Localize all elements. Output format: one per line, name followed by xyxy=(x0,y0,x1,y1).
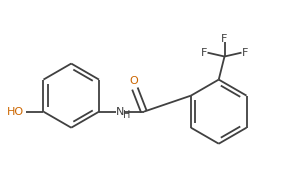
Text: O: O xyxy=(129,76,138,85)
Text: HO: HO xyxy=(7,107,24,117)
Text: F: F xyxy=(242,48,248,58)
Text: N: N xyxy=(116,107,124,117)
Text: F: F xyxy=(221,34,228,44)
Text: H: H xyxy=(123,110,131,121)
Text: F: F xyxy=(200,48,207,58)
